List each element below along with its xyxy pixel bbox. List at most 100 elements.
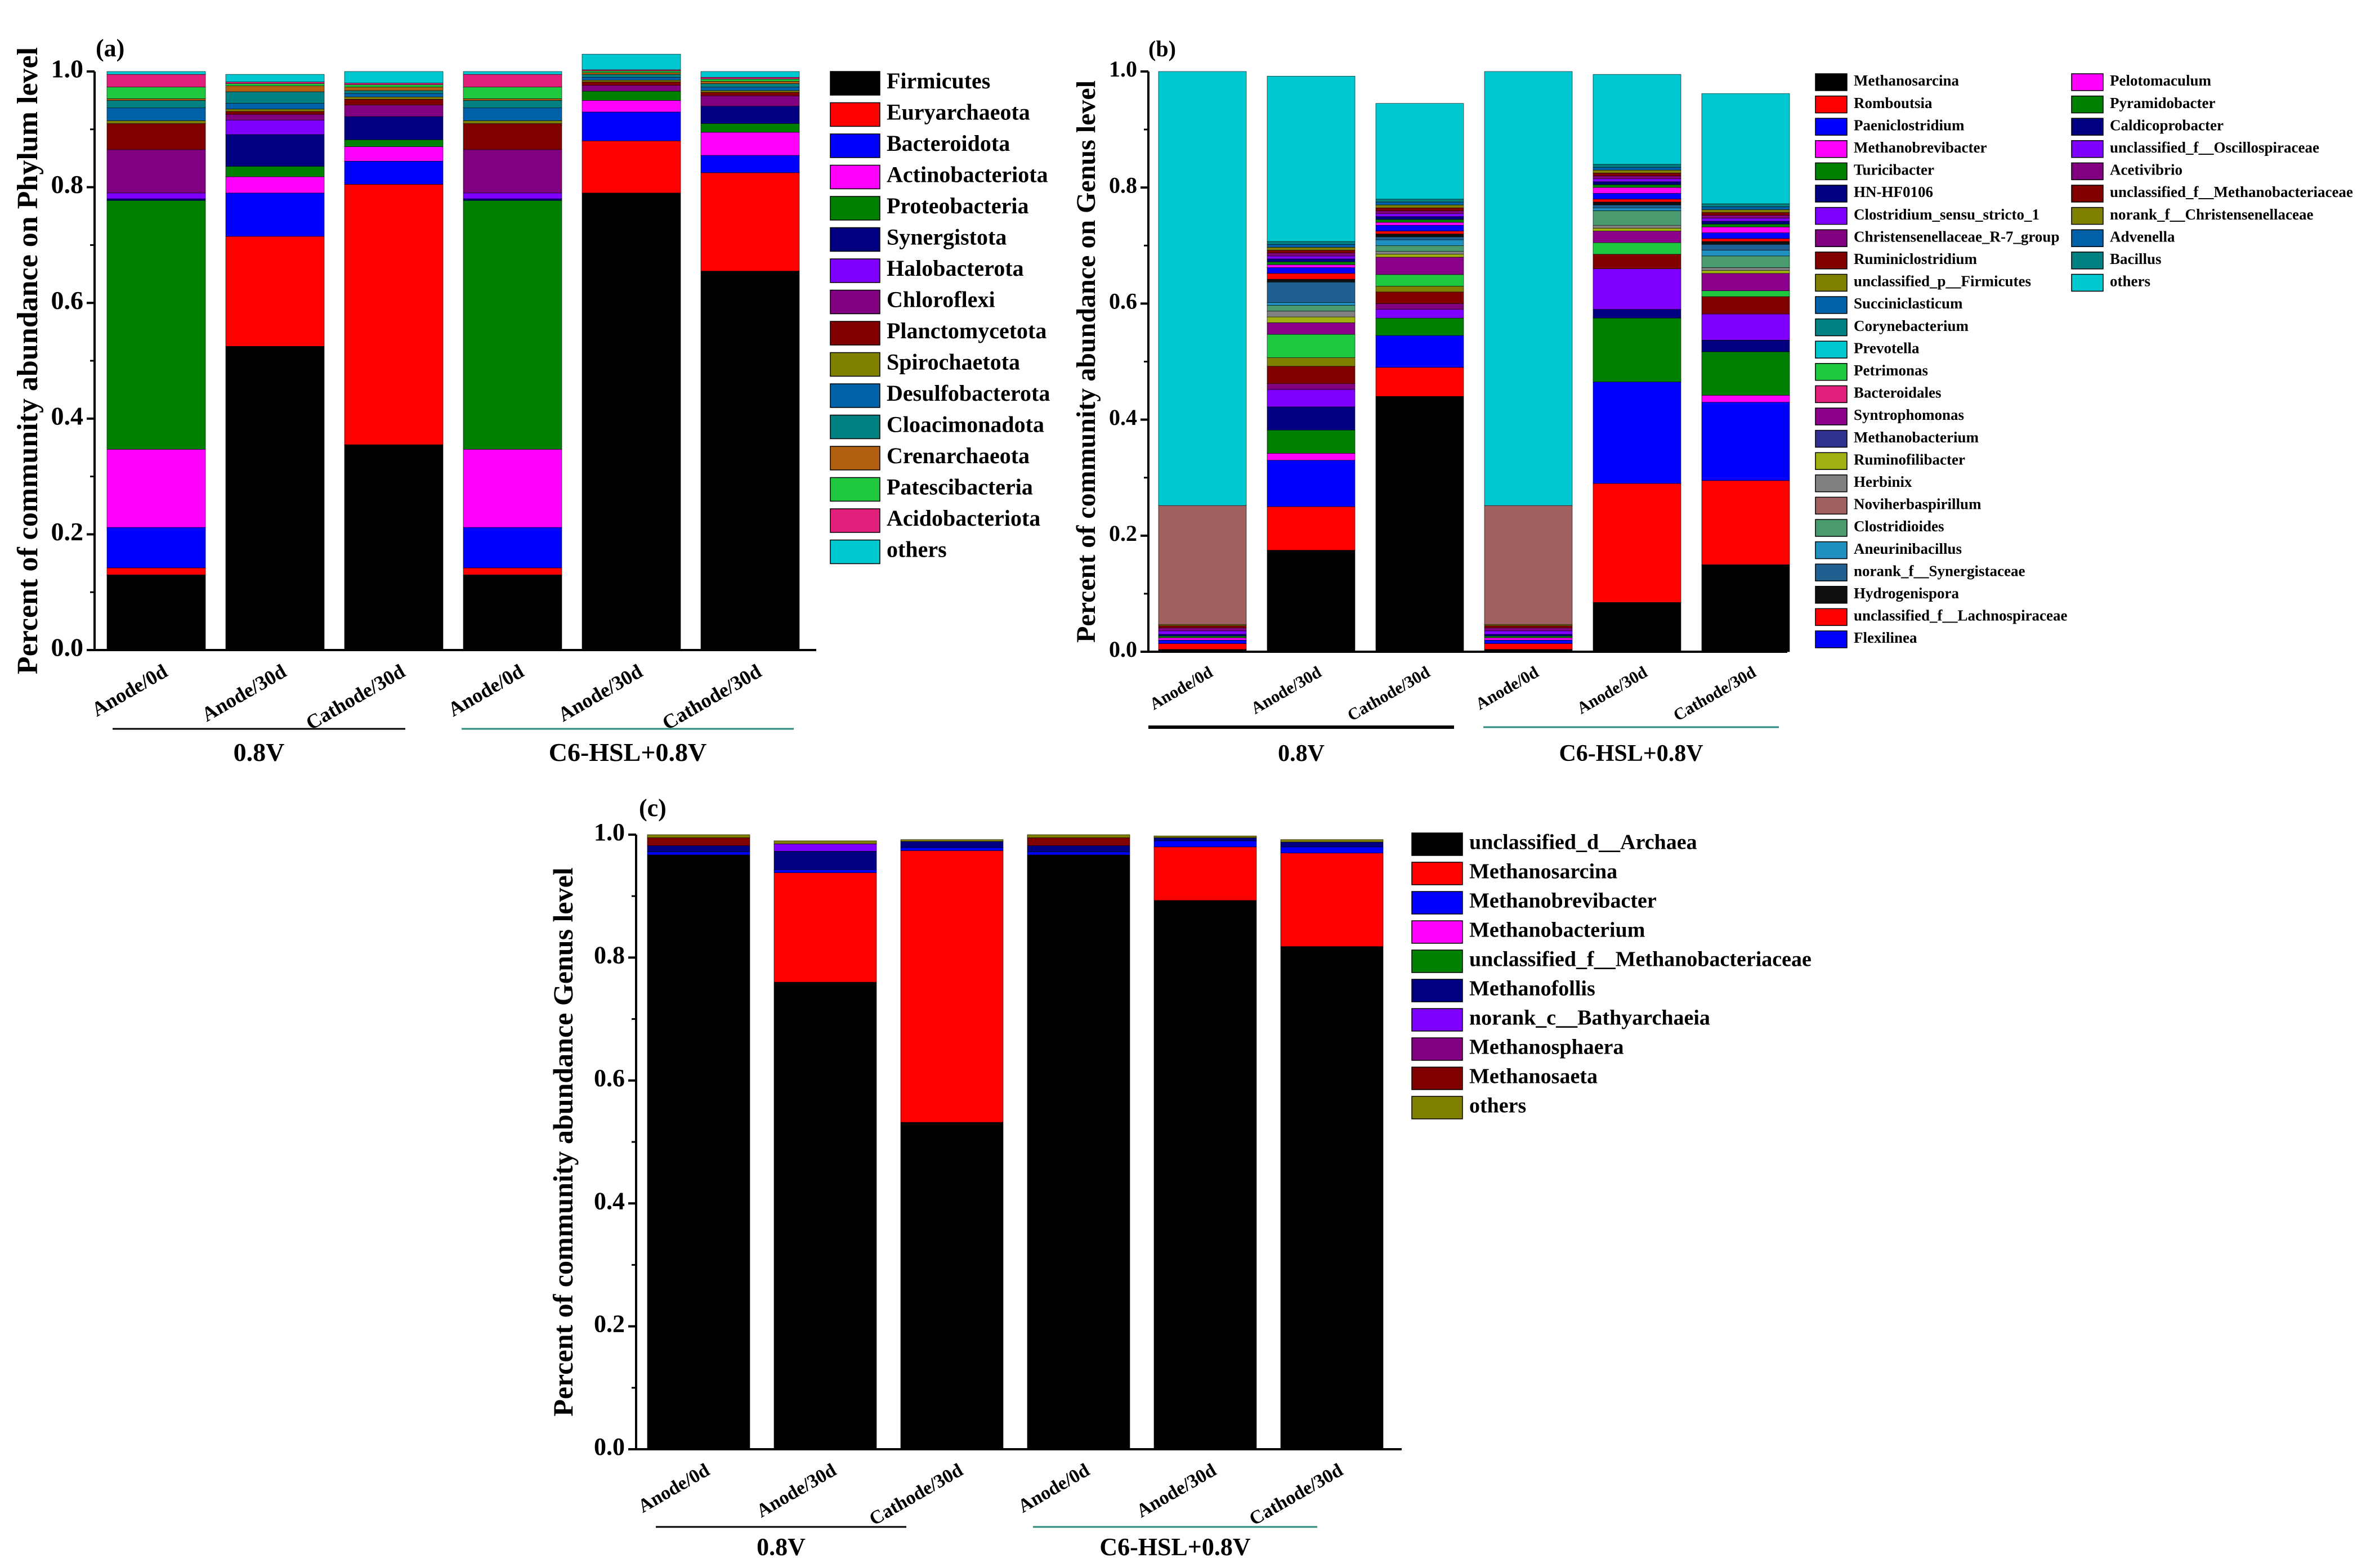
- bar-segment: [463, 200, 562, 450]
- legend: unclassified_d__Archaea Methanosarcina Met…: [1411, 831, 1812, 1119]
- bar-segment: [225, 109, 325, 112]
- legend-label: Methanosarcina: [1854, 72, 1959, 89]
- category-label: Anode/30d: [554, 660, 646, 726]
- bar-segment: [344, 146, 444, 162]
- bar-segment: [1267, 506, 1356, 550]
- bar-segment: [106, 527, 206, 568]
- bar-segment: [1701, 93, 1790, 204]
- bar-segment: [1267, 241, 1356, 245]
- bar-segment: [1593, 268, 1681, 310]
- bar-segment: [647, 854, 750, 1450]
- bar-segment: [1153, 840, 1257, 848]
- bar-segment: [773, 851, 877, 870]
- legend-swatch: [2071, 252, 2104, 270]
- legend-swatch: [830, 289, 880, 315]
- bar-segment: [1701, 290, 1790, 297]
- bar-segment: [1701, 244, 1790, 250]
- legend-swatch: [2071, 229, 2104, 247]
- legend-swatch: [830, 102, 880, 127]
- legend-label: Bacillus: [2110, 250, 2162, 267]
- bar-segment: [1375, 254, 1464, 258]
- bar-segment: [582, 70, 681, 73]
- legend-swatch: [1815, 252, 1848, 270]
- bar-segment: [463, 107, 562, 121]
- bar-segment: [225, 346, 325, 651]
- legend-swatch: [1815, 474, 1848, 492]
- bar-segment: [1158, 640, 1247, 644]
- bar-segment: [1701, 209, 1790, 213]
- legend-label: others: [887, 537, 947, 562]
- bar-segment: [1701, 223, 1790, 227]
- bar-segment: [225, 166, 325, 177]
- bar-segment: [1267, 334, 1356, 358]
- y-tick-label: 1.0: [51, 55, 84, 83]
- bar-segment: [1153, 846, 1257, 901]
- y-tick-label: 0.4: [51, 401, 84, 430]
- legend-label: Advenella: [2110, 228, 2175, 245]
- legend-swatch: [1815, 95, 1848, 114]
- legend-label: unclassified_f__Lachnospiraceae: [1854, 607, 2068, 624]
- bar-segment: [1267, 281, 1356, 303]
- legend-label: Methanobacterium: [1854, 429, 1979, 446]
- bar-segment: [1267, 322, 1356, 335]
- bar-segment: [1593, 173, 1681, 176]
- bar-segment: [463, 198, 562, 201]
- legend-swatch: [830, 539, 880, 565]
- bar-segment: [582, 74, 681, 78]
- legend-swatch: [2071, 118, 2104, 136]
- bar-segment: [773, 872, 877, 983]
- bar-segment: [700, 155, 800, 173]
- legend-label: Caldicoprobacter: [2110, 117, 2224, 133]
- bar-segment: [344, 444, 444, 651]
- legend-label: Herbinix: [1854, 473, 1912, 490]
- bar-segment: [1267, 550, 1356, 652]
- bar-segment: [1375, 222, 1464, 226]
- legend-swatch: [1411, 1008, 1463, 1032]
- legend-swatch: [1411, 1037, 1463, 1061]
- bar-segment: [1158, 71, 1247, 506]
- bar-segment: [1593, 317, 1681, 382]
- bar-segment: [1484, 634, 1573, 637]
- legend-label: unclassified_f__Methanobacteriaceae: [1469, 948, 1812, 971]
- bar-segment: [700, 92, 800, 96]
- bar-segment: [1375, 251, 1464, 255]
- bar-segment: [1267, 253, 1356, 257]
- group-label: 0.8V: [757, 1533, 806, 1561]
- bar-segment: [1593, 178, 1681, 182]
- bar-segment: [700, 81, 800, 84]
- bar-segment: [1375, 231, 1464, 234]
- bar-segment: [225, 120, 325, 135]
- legend-swatch: [1411, 920, 1463, 944]
- bar-segment: [1593, 199, 1681, 203]
- bar-segment: [344, 116, 444, 140]
- bar-segment: [700, 71, 800, 78]
- legend-label: Methanobacterium: [1469, 919, 1645, 942]
- bar-segment: [1267, 383, 1356, 390]
- bar-segment: [1375, 103, 1464, 200]
- bar-segment: [225, 192, 325, 237]
- bar-segment: [700, 95, 800, 106]
- bar-segment: [700, 90, 800, 93]
- bar-segment: [106, 192, 206, 199]
- bar-segment: [700, 77, 800, 79]
- legend-swatch: [2071, 162, 2104, 181]
- bar-segment: [1027, 845, 1130, 852]
- legend-label: others: [1469, 1094, 1526, 1118]
- bar-segment: [582, 53, 681, 70]
- legend-swatch: [2071, 95, 2104, 114]
- legend-label: unclassified_d__Archaea: [1469, 831, 1697, 854]
- bar-segment: [1267, 258, 1356, 262]
- bar-segment: [1375, 303, 1464, 310]
- category-label: Anode/0d: [1473, 663, 1542, 714]
- legend-swatch: [1411, 862, 1463, 885]
- bar-segment: [582, 91, 681, 101]
- bar-segment: [106, 87, 206, 99]
- y-tick-label: 0.6: [594, 1064, 625, 1092]
- legend-swatch: [1411, 1067, 1463, 1090]
- bar-segment: [647, 834, 750, 838]
- bar-segment: [1484, 624, 1573, 626]
- group-label: 0.8V: [234, 738, 285, 767]
- bar-segment: [773, 869, 877, 873]
- legend-swatch: [2071, 140, 2104, 158]
- bar-segment: [647, 852, 750, 855]
